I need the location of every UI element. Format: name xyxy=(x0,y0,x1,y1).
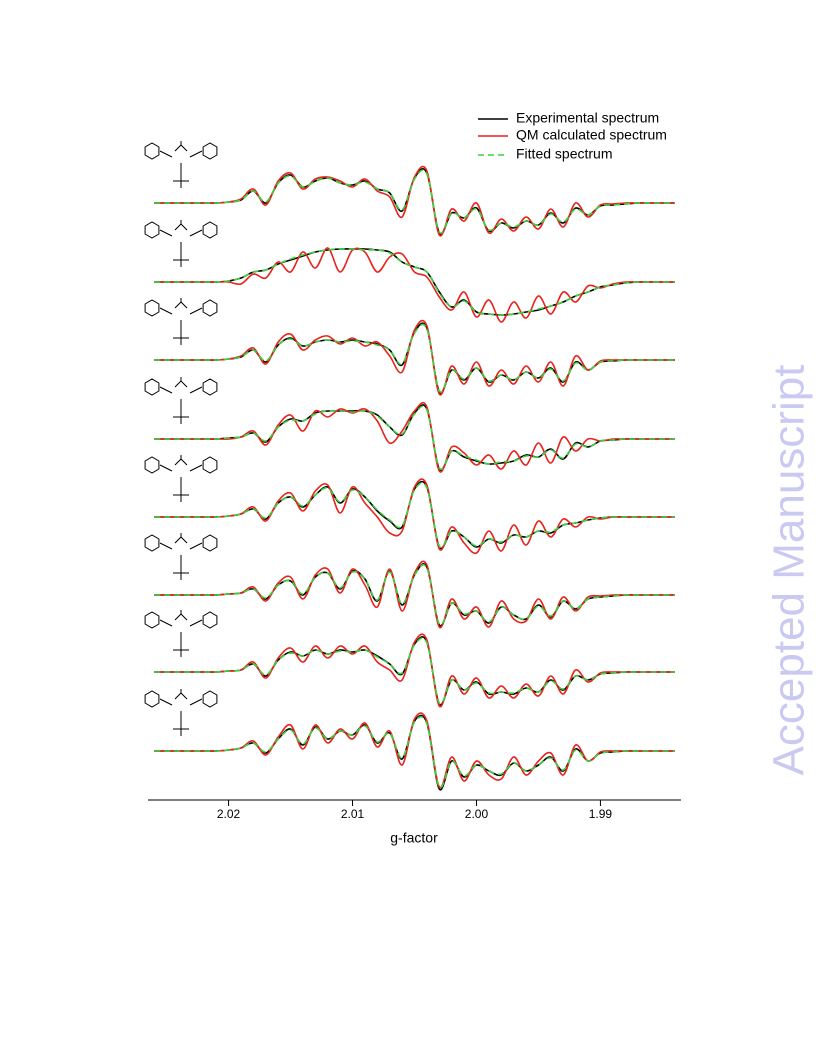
legend-label: Fitted spectrum xyxy=(516,146,612,162)
x-tick-label: 2.01 xyxy=(341,807,365,821)
molecule-bonds xyxy=(144,298,218,345)
spectrum-line xyxy=(154,169,675,234)
x-axis-title: g-factor xyxy=(390,830,438,846)
molecule-sketch xyxy=(144,377,218,424)
spectrum-line xyxy=(154,319,675,396)
molecule-sketch xyxy=(144,455,218,502)
spectrum-line xyxy=(154,712,675,789)
molecule-sketch xyxy=(144,610,218,657)
spectrum-line xyxy=(154,247,675,323)
molecule-sketch xyxy=(144,298,218,345)
x-tick-label: 1.99 xyxy=(589,807,613,821)
molecule-bonds xyxy=(144,377,218,424)
molecule-sketch xyxy=(144,533,218,580)
spectrum-line xyxy=(154,716,675,789)
molecule-bonds xyxy=(144,141,218,188)
molecule-bonds xyxy=(144,533,218,580)
spectrum-line xyxy=(154,402,675,473)
molecule-sketch xyxy=(144,141,218,188)
spectrum-line xyxy=(154,563,675,626)
spectrum-line xyxy=(154,248,675,316)
molecule-bonds xyxy=(144,689,218,736)
spectrum-line xyxy=(154,165,675,237)
molecule-bonds xyxy=(144,610,218,657)
spectrum-line xyxy=(154,323,675,393)
spectrum-line xyxy=(154,405,675,471)
molecule-sketch xyxy=(144,689,218,736)
x-tick-label: 2.02 xyxy=(217,807,241,821)
legend-label: QM calculated spectrum xyxy=(516,127,667,143)
legend-label: Experimental spectrum xyxy=(516,110,659,126)
spectrum-line xyxy=(154,714,675,791)
spectrum-line xyxy=(154,478,675,555)
x-tick-label: 2.00 xyxy=(465,807,489,821)
spectrum-line xyxy=(154,633,675,708)
molecule-bonds xyxy=(144,455,218,502)
watermark: Accepted Manuscript xyxy=(765,365,814,776)
spectrum-line xyxy=(154,637,675,705)
molecule-sketch xyxy=(144,220,218,267)
spectrum-line xyxy=(154,560,675,629)
spectrum-line xyxy=(154,248,675,316)
spectrum-line xyxy=(154,482,675,549)
molecule-bonds xyxy=(144,220,218,267)
